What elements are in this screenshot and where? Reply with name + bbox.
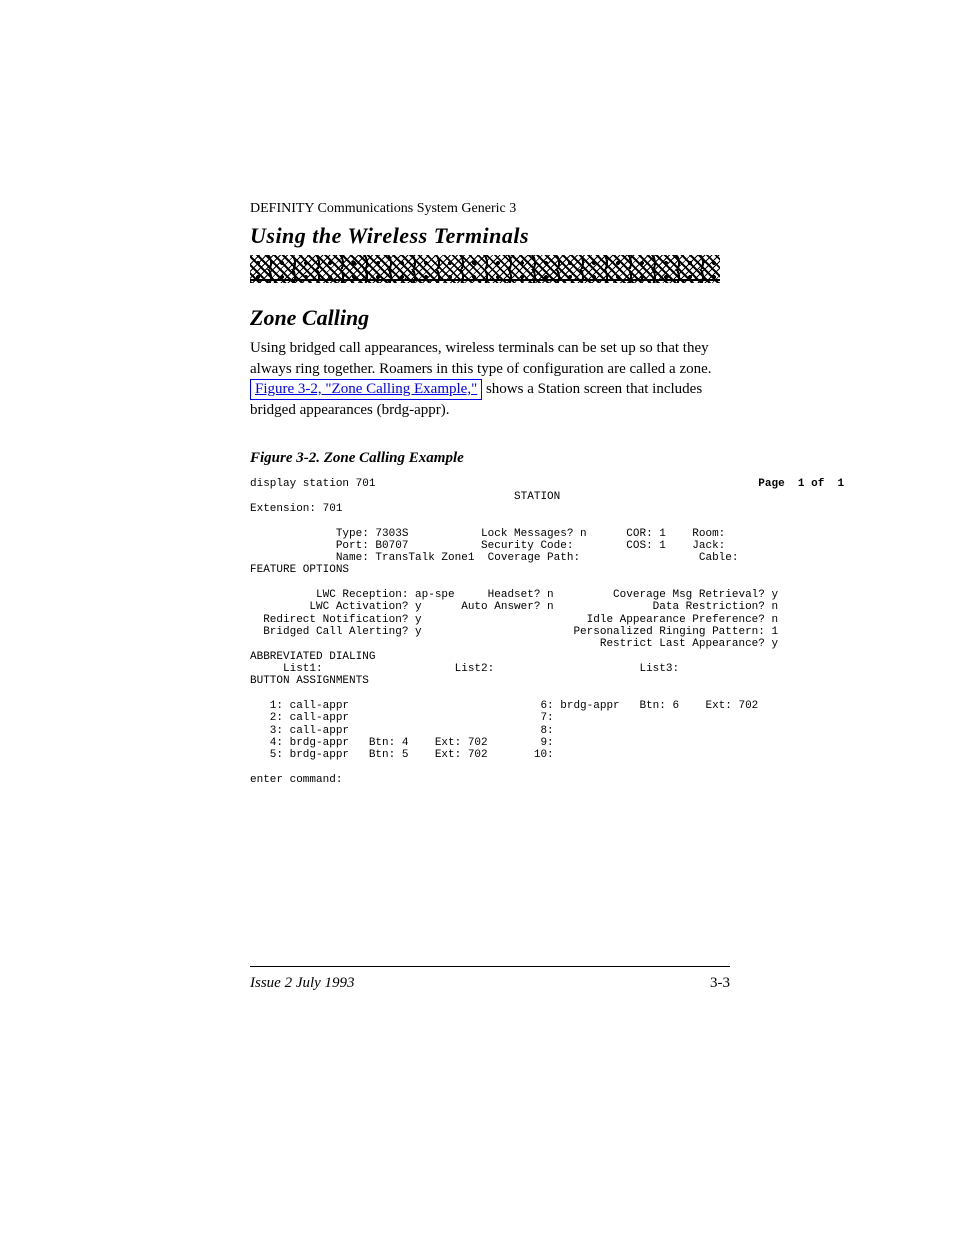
terminal-page-indicator: Page 1 of 1 <box>758 478 844 490</box>
terminal-btn-row-3: 3: call-appr 8: <box>250 725 554 737</box>
terminal-btn-row-2: 2: call-appr 7: <box>250 712 554 724</box>
terminal-abbrev-header: ABBREVIATED DIALING <box>250 651 375 663</box>
terminal-button-header: BUTTON ASSIGNMENTS <box>250 675 369 687</box>
terminal-extension: Extension: 701 <box>250 503 342 515</box>
terminal-command: display station 701 <box>250 478 375 490</box>
para-text-pre: Using bridged call appearances, wireless… <box>250 340 712 376</box>
terminal-btn-row-5: 5: brdg-appr Btn: 5 Ext: 702 10: <box>250 749 554 761</box>
terminal-row-lwc-reception: LWC Reception: ap-spe Headset? n Coverag… <box>250 589 778 601</box>
terminal-row-restrict: Restrict Last Appearance? y <box>250 638 778 650</box>
terminal-row-name: Name: TransTalk Zone1 Coverage Path: Cab… <box>250 552 738 564</box>
page-footer: Issue 2 July 1993 3-3 <box>250 973 730 993</box>
figure-reference-link[interactable]: Figure 3-2, "Zone Calling Example," <box>250 379 482 400</box>
terminal-row-redirect: Redirect Notification? y Idle Appearance… <box>250 614 778 626</box>
figure-caption: Figure 3-2. Zone Calling Example <box>250 448 744 468</box>
terminal-row-lists: List1: List2: List3: <box>250 663 679 675</box>
footer-page-number: 3-3 <box>710 973 730 993</box>
document-page: DEFINITY Communications System Generic 3… <box>0 0 954 993</box>
decorative-pattern-bar <box>250 255 720 283</box>
terminal-row-bridged-alert: Bridged Call Alerting? y Personalized Ri… <box>250 626 778 638</box>
series-line: DEFINITY Communications System Generic 3 <box>250 200 744 219</box>
terminal-screen: display station 701 Page 1 of 1 STATION … <box>250 478 744 786</box>
body-paragraph: Using bridged call appearances, wireless… <box>250 338 730 420</box>
terminal-header: STATION <box>514 491 560 503</box>
subsection-heading: Zone Calling <box>250 303 744 333</box>
section-title: Using the Wireless Terminals <box>250 221 744 251</box>
section-title-text: Using the Wireless Terminals <box>250 223 529 248</box>
terminal-row-lwc-activation: LWC Activation? y Auto Answer? n Data Re… <box>250 601 778 613</box>
footer-issue: Issue 2 July 1993 <box>250 973 355 993</box>
terminal-feature-header: FEATURE OPTIONS <box>250 564 349 576</box>
section-header: DEFINITY Communications System Generic 3… <box>250 200 744 283</box>
terminal-btn-row-4: 4: brdg-appr Btn: 4 Ext: 702 9: <box>250 737 554 749</box>
terminal-prompt: enter command: <box>250 774 342 786</box>
terminal-row-type: Type: 7303S Lock Messages? n COR: 1 Room… <box>250 528 725 540</box>
terminal-row-port: Port: B0707 Security Code: COS: 1 Jack: <box>250 540 725 552</box>
terminal-btn-row-1: 1: call-appr 6: brdg-appr Btn: 6 Ext: 70… <box>250 700 758 712</box>
footer-rule <box>250 966 730 967</box>
